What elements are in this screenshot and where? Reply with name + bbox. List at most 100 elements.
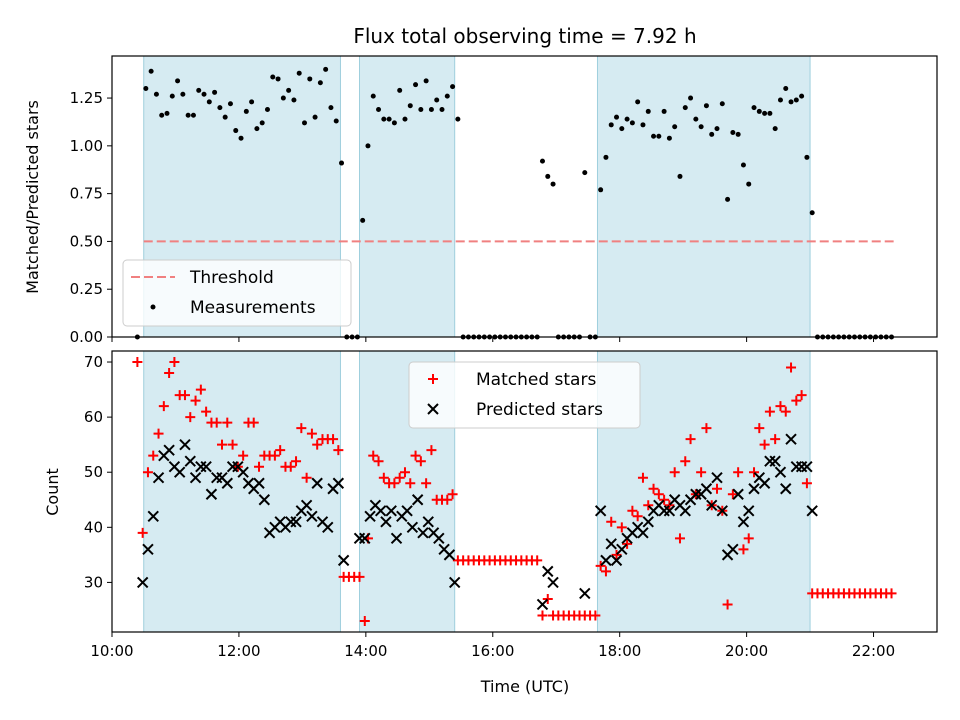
top-series-0-point-89 xyxy=(608,122,614,128)
bottom-legend-box xyxy=(408,361,641,429)
bottom-series-0-point-127 xyxy=(801,478,812,489)
bottom-series-1-point-82 xyxy=(700,483,713,495)
bottom-series-1-point-40 xyxy=(359,532,371,545)
bottom-series-0-point-20 xyxy=(238,450,249,461)
top-series-0-point-29 xyxy=(291,97,297,103)
bottom-series-0-point-88 xyxy=(595,560,606,571)
top-series-0-point-50 xyxy=(402,116,408,122)
bottom-series-1-point-46 xyxy=(390,532,403,545)
bottom-series-1-point-3 xyxy=(152,472,165,484)
top-series-0-point-118 xyxy=(762,110,768,116)
bottom-series-1 xyxy=(136,433,818,611)
top-series-0-point-91 xyxy=(619,126,625,132)
bottom-series-0-point-4 xyxy=(153,428,164,439)
bottom-series-0-point-1 xyxy=(137,527,148,538)
bottom-series-0-point-17 xyxy=(222,417,233,428)
top-series-0-point-96 xyxy=(645,108,651,114)
bottom-series-0-point-5 xyxy=(158,401,169,412)
bottom-series-0-point-122 xyxy=(775,401,786,412)
top-series-0-point-117 xyxy=(756,108,762,114)
top-series-0 xyxy=(134,66,895,340)
top-series-0-point-43 xyxy=(365,143,371,149)
top-series-0-point-98 xyxy=(656,133,662,139)
bottom-series-0-point-90 xyxy=(606,516,617,527)
top-series-0-point-16 xyxy=(222,114,228,120)
top-series-0-point-52 xyxy=(413,82,419,88)
top-series-0-point-112 xyxy=(730,129,736,135)
top-legend-threshold-label: Threshold xyxy=(189,268,274,288)
bottom-series-1-point-66 xyxy=(616,543,628,556)
top-series-0-point-87 xyxy=(598,187,604,193)
top-legend-measurements-swatch xyxy=(150,304,156,310)
top-series-0-point-2 xyxy=(148,68,154,74)
bottom-series-1-point-65 xyxy=(610,554,623,567)
bottom-series-0-point-120 xyxy=(764,406,775,417)
bottom-series-0-point-2 xyxy=(142,467,153,478)
bottom-ytick-label-2: 50 xyxy=(84,463,103,481)
bottom-series-0-point-93 xyxy=(622,538,633,549)
top-series-0-point-18 xyxy=(233,128,239,134)
bottom-series-0-point-89 xyxy=(600,566,611,577)
bottom-series-0-point-33 xyxy=(306,428,317,439)
bottom-series-0-point-52 xyxy=(405,478,416,489)
bottom-series-1-point-88 xyxy=(732,488,744,500)
top-chart-title: Flux total observing time = 7.92 h xyxy=(353,24,696,48)
bottom-series-1-point-83 xyxy=(706,499,718,511)
bottom-series-1-point-85 xyxy=(716,505,728,517)
top-series-0-point-95 xyxy=(640,122,646,128)
top-series-0-point-102 xyxy=(677,173,683,179)
top-series-0-point-35 xyxy=(323,66,329,72)
bottom-xtick-label-5: 20:00 xyxy=(725,642,768,660)
top-series-0-point-26 xyxy=(275,76,281,82)
bottom-series-1-point-71 xyxy=(642,516,654,528)
bottom-series-0-point-59 xyxy=(442,494,453,505)
bottom-series-1-point-12 xyxy=(200,460,212,473)
bottom-series-0-point-123 xyxy=(780,406,791,417)
bottom-series-1-point-64 xyxy=(605,538,617,550)
bottom-series-0-point-87 xyxy=(590,610,601,621)
top-series-0-point-8 xyxy=(180,91,186,97)
top-series-0-point-14 xyxy=(212,89,218,95)
bottom-ytick-label-4: 70 xyxy=(84,353,103,371)
top-series-0-point-57 xyxy=(439,107,445,113)
top-series-0-point-103 xyxy=(682,105,688,111)
top-series-0-point-31 xyxy=(302,120,307,126)
bottom-series-0-point-12 xyxy=(195,384,206,395)
top-series-0-point-110 xyxy=(719,101,725,107)
bottom-ytick-label-0: 30 xyxy=(84,573,103,591)
bottom-series-1-point-10 xyxy=(189,472,202,484)
top-series-0-point-45 xyxy=(376,107,382,113)
top-series-0-point-121 xyxy=(777,97,783,103)
top-series-0-point-32 xyxy=(307,76,313,82)
bottom-series-0-point-94 xyxy=(627,505,638,516)
bottom-legend-matched-swatch xyxy=(428,374,438,384)
top-series-0-point-33 xyxy=(312,114,318,120)
bottom-series-0-point-95 xyxy=(632,511,643,522)
bottom-series-1-point-70 xyxy=(637,527,649,539)
bottom-series-1-point-32 xyxy=(306,510,318,523)
top-series-0-point-106 xyxy=(698,124,704,130)
bottom-series-1-point-78 xyxy=(679,505,691,517)
bottom-series-0-point-115 xyxy=(738,544,749,555)
top-series-0-point-24 xyxy=(264,107,270,113)
top-ytick-label-2: 0.50 xyxy=(70,232,103,250)
bottom-series-0-point-103 xyxy=(674,533,685,544)
bottom-series-1-point-51 xyxy=(417,527,429,539)
top-chart-legend: Threshold Measurements xyxy=(122,259,352,327)
bottom-series-1-point-52 xyxy=(422,516,434,528)
top-series-0-point-9 xyxy=(185,112,191,118)
bottom-series-0-point-27 xyxy=(275,445,286,456)
bottom-series-1-point-7 xyxy=(173,466,186,478)
top-series-0-point-22 xyxy=(254,126,260,132)
bottom-series-0-point-104 xyxy=(680,456,691,467)
top-series-0-point-59 xyxy=(450,84,456,90)
top-series-0-point-6 xyxy=(169,93,175,99)
top-chart-panel: 0.00 0.25 0.50 0.75 1.00 1.25 xyxy=(70,55,938,346)
top-series-0-point-17 xyxy=(227,101,233,107)
top-series-0-point-107 xyxy=(703,103,709,109)
bottom-series-0-point-105 xyxy=(685,434,696,445)
bottom-legend-matched-label: Matched stars xyxy=(476,370,596,390)
bottom-series-0-point-56 xyxy=(426,445,437,456)
bottom-series-0-point-13 xyxy=(201,406,212,417)
top-series-0-point-20 xyxy=(243,108,249,114)
